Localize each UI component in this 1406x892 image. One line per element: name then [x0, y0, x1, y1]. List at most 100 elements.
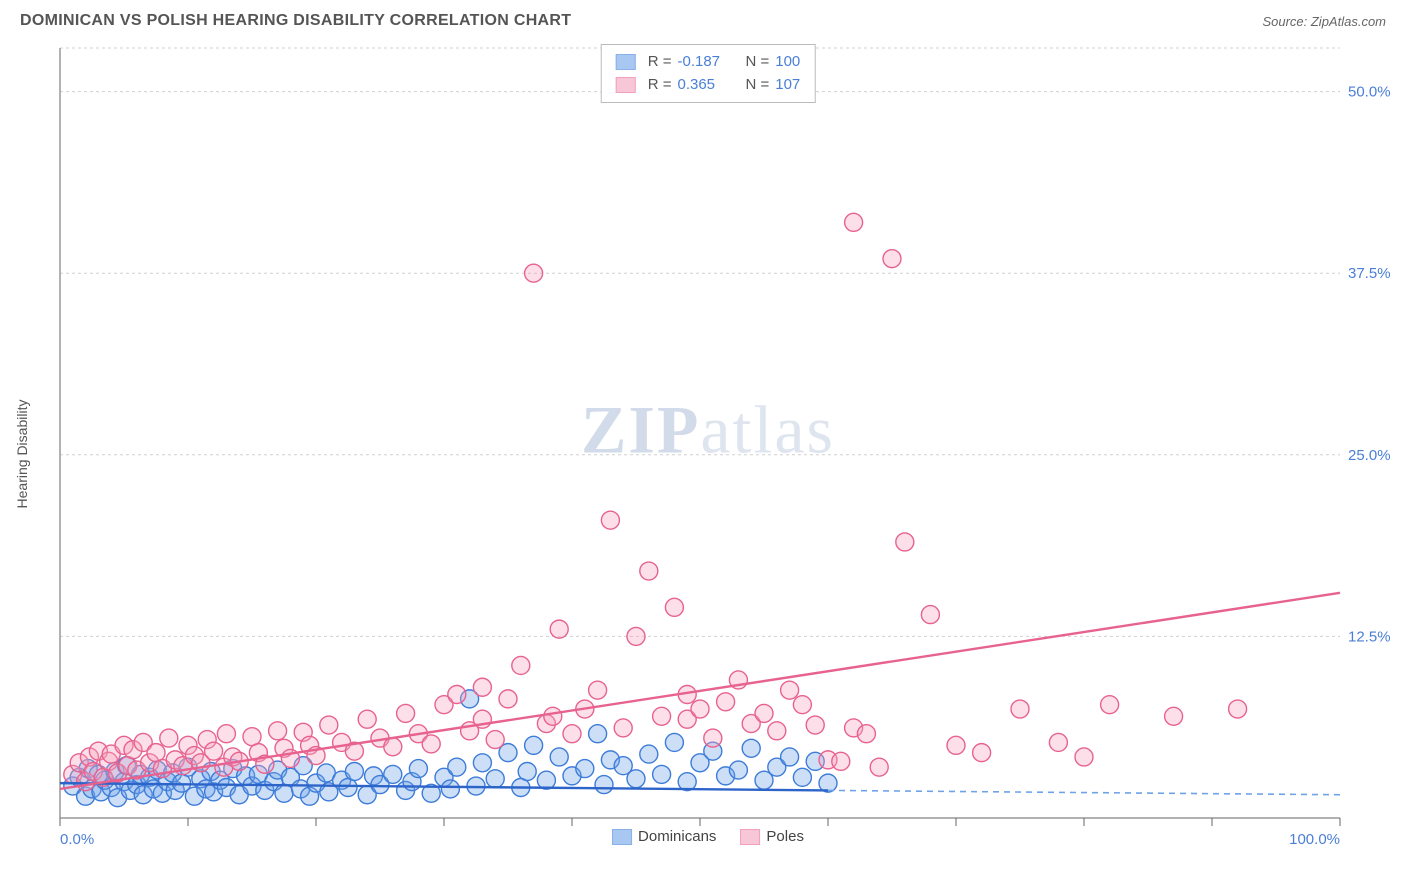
- scatter-point: [1075, 748, 1093, 766]
- scatter-point: [896, 533, 914, 551]
- correlation-legend: R =-0.187 N = 100 R =0.365 N = 107: [601, 44, 816, 103]
- scatter-point: [550, 748, 568, 766]
- scatter-point: [627, 627, 645, 645]
- scatter-point: [793, 696, 811, 714]
- scatter-point: [883, 250, 901, 268]
- scatter-point: [1011, 700, 1029, 718]
- scatter-point: [627, 770, 645, 788]
- scatter-point: [422, 735, 440, 753]
- scatter-point: [358, 710, 376, 728]
- x-tick-label: 0.0%: [60, 831, 94, 848]
- scatter-chart: 0.0% 100.0% 12.5% 25.0% 37.5% 50.0%: [30, 38, 1406, 854]
- legend-item: Poles: [740, 828, 804, 845]
- scatter-point: [589, 681, 607, 699]
- scatter-point: [742, 739, 760, 757]
- scatter-point: [653, 707, 671, 725]
- scatter-point: [499, 690, 517, 708]
- scatter-point: [665, 733, 683, 751]
- scatter-point: [525, 264, 543, 282]
- y-tick-label: 50.0%: [1348, 84, 1391, 101]
- legend-swatch: [612, 829, 632, 845]
- scatter-point: [397, 704, 415, 722]
- scatter-point: [729, 761, 747, 779]
- scatter-point: [1229, 700, 1247, 718]
- y-axis-label: Hearing Disability: [14, 400, 30, 509]
- legend-swatch: [740, 829, 760, 845]
- scatter-point: [845, 213, 863, 231]
- scatter-point: [755, 704, 773, 722]
- scatter-point: [640, 745, 658, 763]
- scatter-point: [441, 780, 459, 798]
- source-attribution: Source: ZipAtlas.com: [1262, 14, 1386, 29]
- legend-r-value: -0.187: [677, 51, 729, 74]
- scatter-point: [563, 725, 581, 743]
- scatter-point: [870, 758, 888, 776]
- scatter-point: [512, 656, 530, 674]
- scatter-point: [973, 744, 991, 762]
- scatter-point: [345, 763, 363, 781]
- legend-n-label: N =: [745, 74, 769, 97]
- scatter-point: [448, 686, 466, 704]
- x-tick-label: 100.0%: [1289, 831, 1340, 848]
- legend-n-value: 100: [775, 51, 800, 74]
- scatter-point: [665, 598, 683, 616]
- legend-series-label: Poles: [766, 828, 804, 845]
- y-tick-label: 25.0%: [1348, 447, 1391, 464]
- legend-swatch: [616, 54, 636, 70]
- scatter-point: [269, 722, 287, 740]
- y-tick-label: 12.5%: [1348, 628, 1391, 645]
- scatter-point: [640, 562, 658, 580]
- legend-n-value: 107: [775, 74, 800, 97]
- legend-n-label: N =: [745, 51, 769, 74]
- scatter-point: [1101, 696, 1119, 714]
- legend-r-value: 0.365: [677, 74, 729, 97]
- scatter-point: [448, 758, 466, 776]
- y-tick-label: 37.5%: [1348, 265, 1391, 282]
- scatter-point: [857, 725, 875, 743]
- scatter-point: [473, 754, 491, 772]
- scatter-point: [1049, 733, 1067, 751]
- scatter-point: [601, 511, 619, 529]
- scatter-point: [614, 719, 632, 737]
- scatter-point: [486, 731, 504, 749]
- scatter-point: [595, 776, 613, 794]
- scatter-point: [518, 763, 536, 781]
- trend-line-extension: [828, 790, 1340, 794]
- scatter-point: [589, 725, 607, 743]
- scatter-point: [544, 707, 562, 725]
- scatter-point: [832, 752, 850, 770]
- legend-swatch: [616, 77, 636, 93]
- scatter-point: [525, 736, 543, 754]
- scatter-point: [921, 606, 939, 624]
- scatter-point: [781, 681, 799, 699]
- legend-r-label: R =: [648, 51, 672, 74]
- legend-r-label: R =: [648, 74, 672, 97]
- scatter-point: [704, 729, 722, 747]
- scatter-point: [793, 768, 811, 786]
- scatter-point: [576, 760, 594, 778]
- series-legend: Dominicans Poles: [612, 828, 804, 845]
- scatter-point: [691, 700, 709, 718]
- chart-container: Hearing Disability ZIPatlas 0.0%100.0%12…: [30, 38, 1386, 854]
- scatter-point: [486, 770, 504, 788]
- legend-row: R =0.365 N = 107: [616, 74, 801, 97]
- scatter-point: [1165, 707, 1183, 725]
- scatter-point: [653, 765, 671, 783]
- scatter-point: [717, 693, 735, 711]
- scatter-point: [384, 765, 402, 783]
- scatter-point: [409, 760, 427, 778]
- scatter-point: [320, 716, 338, 734]
- chart-title: DOMINICAN VS POLISH HEARING DISABILITY C…: [20, 12, 571, 30]
- legend-series-label: Dominicans: [638, 828, 716, 845]
- scatter-point: [384, 738, 402, 756]
- scatter-point: [806, 716, 824, 734]
- legend-item: Dominicans: [612, 828, 716, 845]
- scatter-point: [550, 620, 568, 638]
- scatter-point: [768, 722, 786, 740]
- scatter-point: [947, 736, 965, 754]
- scatter-point: [160, 729, 178, 747]
- legend-row: R =-0.187 N = 100: [616, 51, 801, 74]
- scatter-point: [473, 678, 491, 696]
- scatter-point: [217, 725, 235, 743]
- scatter-point: [781, 748, 799, 766]
